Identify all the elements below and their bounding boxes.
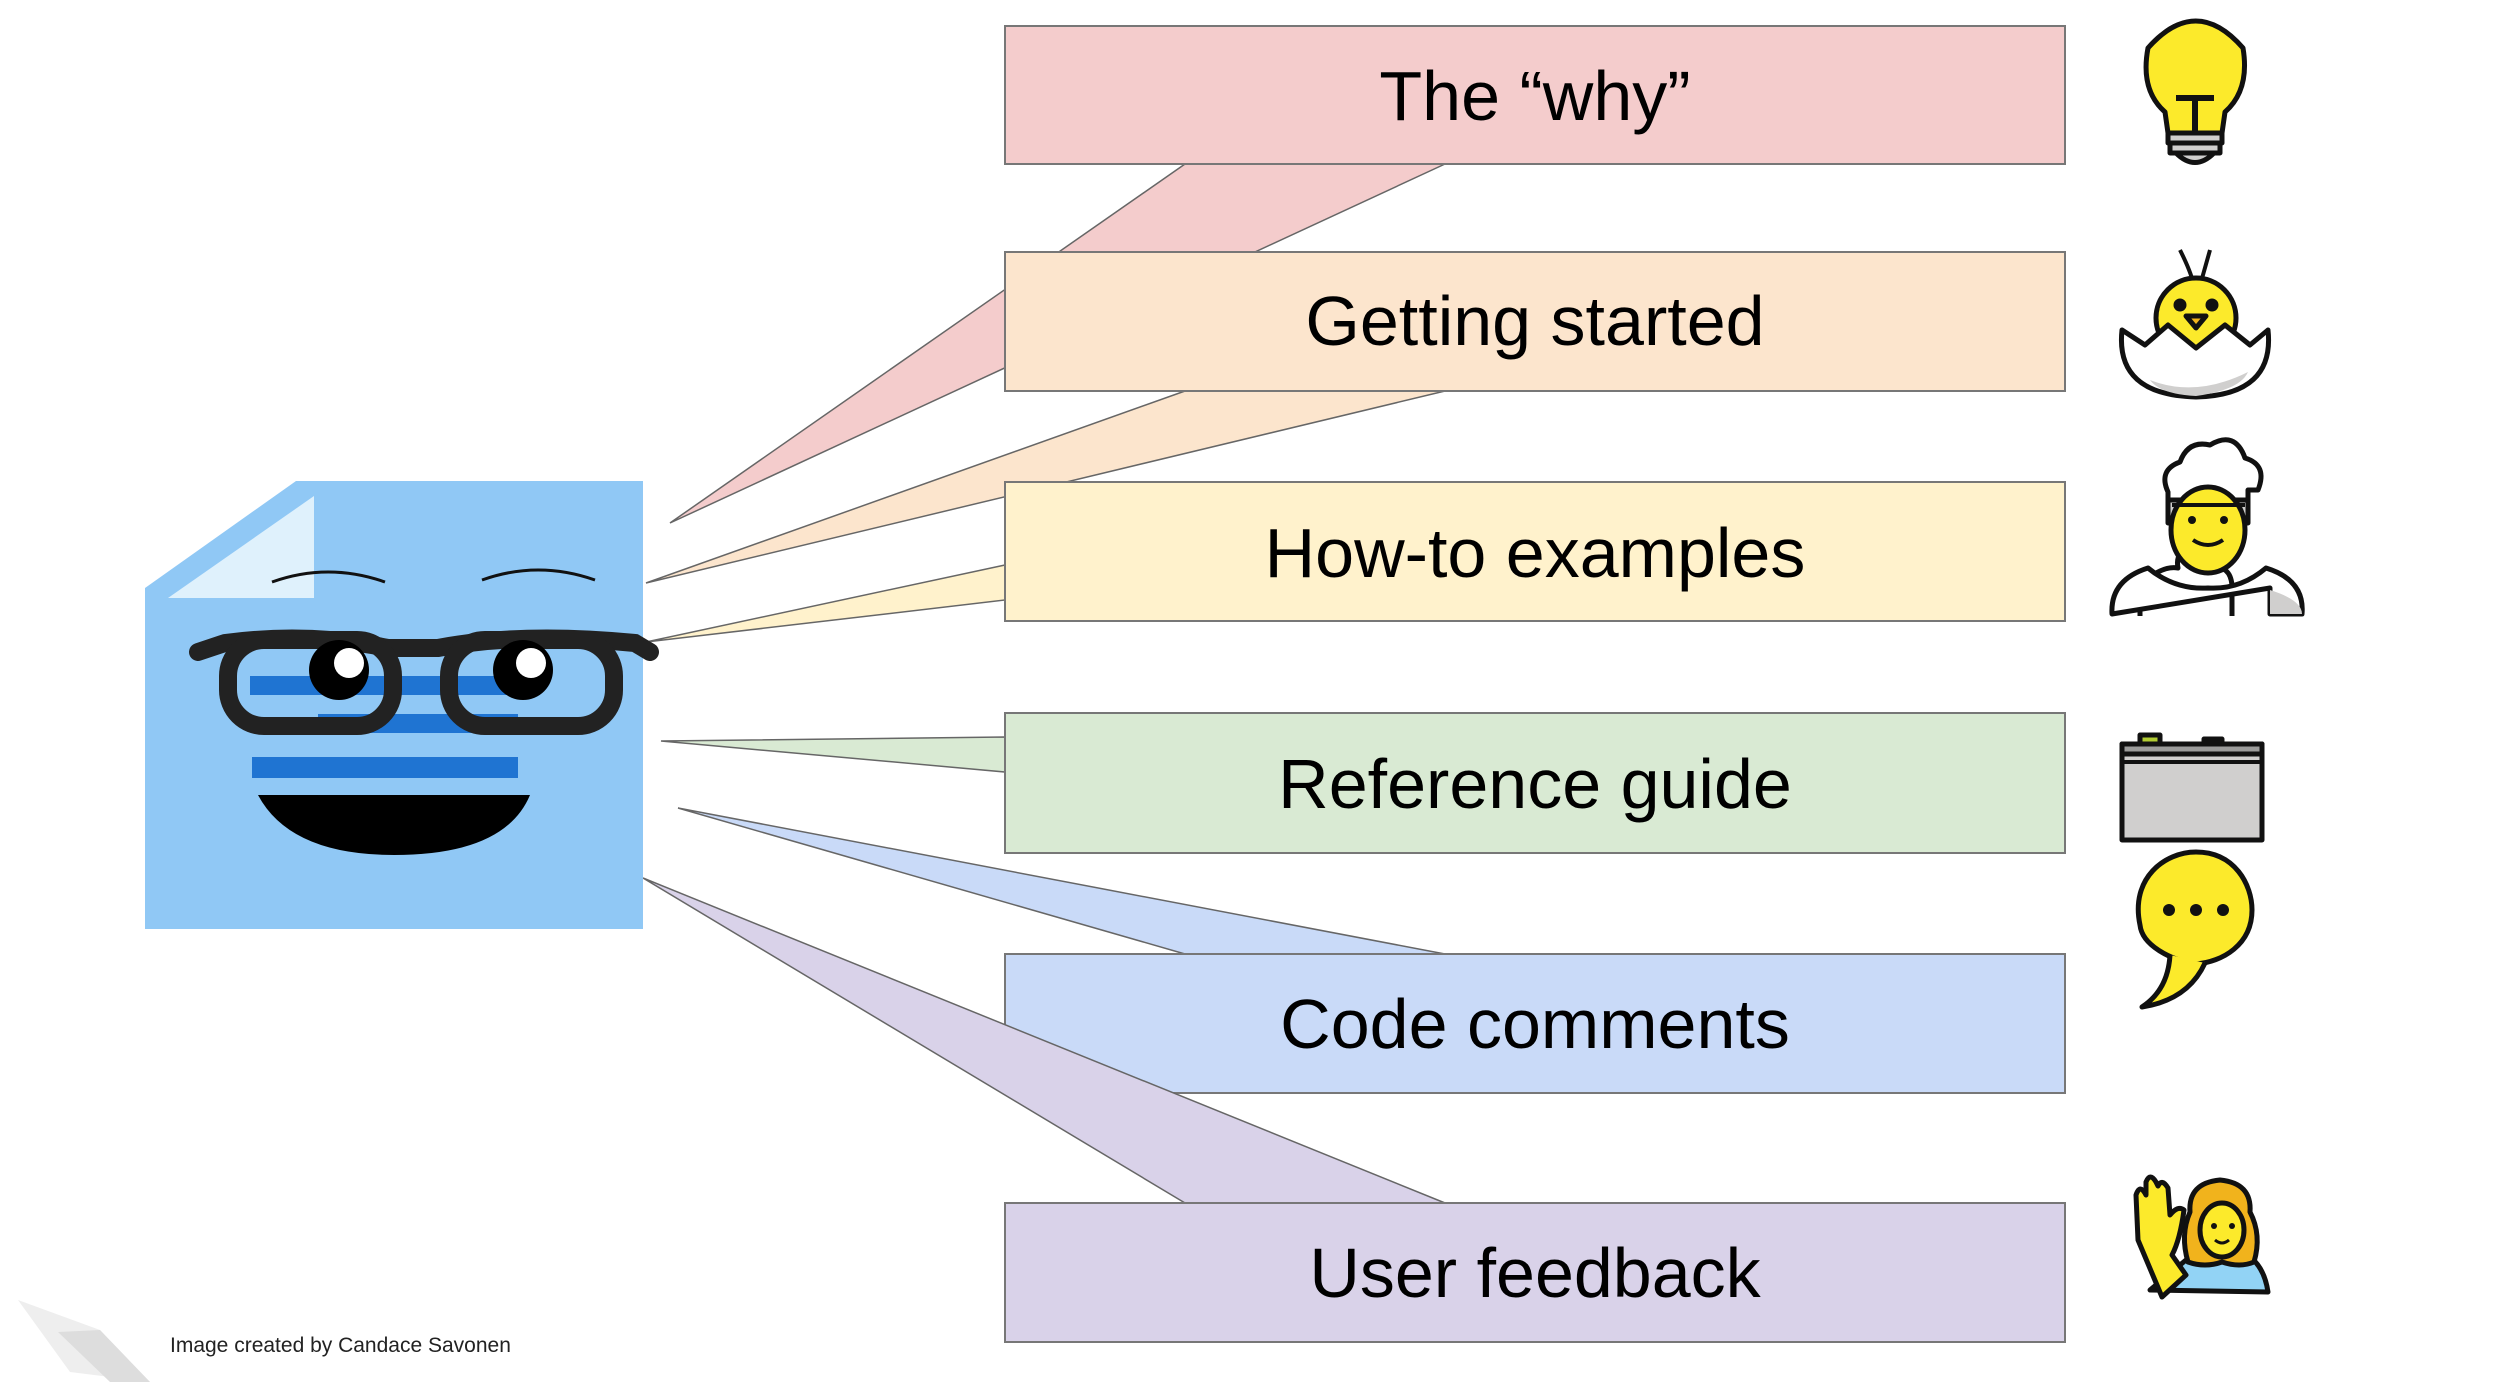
hatching-chick-icon: [2118, 249, 2272, 400]
person-raising-hand-icon: [2133, 1174, 2271, 1300]
cook-icon: [2109, 437, 2305, 617]
callout-box-code-comments: [1004, 953, 2066, 1094]
callout-box-the-why: [1004, 25, 2066, 165]
speech-balloon-icon: [2135, 849, 2255, 1010]
callout-box-how-to-examples: [1004, 481, 2066, 622]
callout-box-user-feedback: [1004, 1202, 2066, 1343]
callout-label-how-to-examples: How-to examples: [1265, 514, 1806, 592]
left-eyebrow: [271, 570, 386, 584]
callout-user-feedback: User feedback: [642, 877, 2066, 1343]
callout-box-reference-guide: [1004, 712, 2066, 854]
glasses: [189, 629, 659, 735]
watermark-logo: [18, 1300, 150, 1382]
card-index-icon: [2119, 732, 2265, 843]
callout-label-reference-guide: Reference guide: [1278, 745, 1792, 823]
callout-reference-guide: Reference guide: [660, 712, 2066, 854]
callout-label-getting-started: Getting started: [1305, 282, 1764, 360]
right-eye-shine: [516, 648, 546, 678]
document-fold: [168, 496, 314, 598]
document-character: [145, 481, 659, 929]
left-eye-shine: [334, 648, 364, 678]
callout-how-to-examples: How-to examples: [645, 481, 2066, 643]
callout-box-getting-started: [1004, 251, 2066, 392]
right-eyebrow: [481, 568, 596, 582]
smiling-mouth: [258, 795, 530, 855]
callout-tail-reference-guide: [660, 736, 1006, 773]
text-stripe: [252, 757, 518, 778]
callout-getting-started: Getting started: [645, 251, 2066, 584]
light-bulb-icon: [2143, 18, 2248, 165]
image-credit: Image created by Candace Savonen: [170, 1334, 511, 1357]
callout-tail-how-to-examples: [645, 564, 1006, 643]
callout-code-comments: Code comments: [677, 807, 2066, 1094]
callout-label-the-why: The “why”: [1379, 57, 1690, 135]
callout-label-user-feedback: User feedback: [1309, 1234, 1761, 1312]
callout-label-code-comments: Code comments: [1280, 985, 1790, 1063]
